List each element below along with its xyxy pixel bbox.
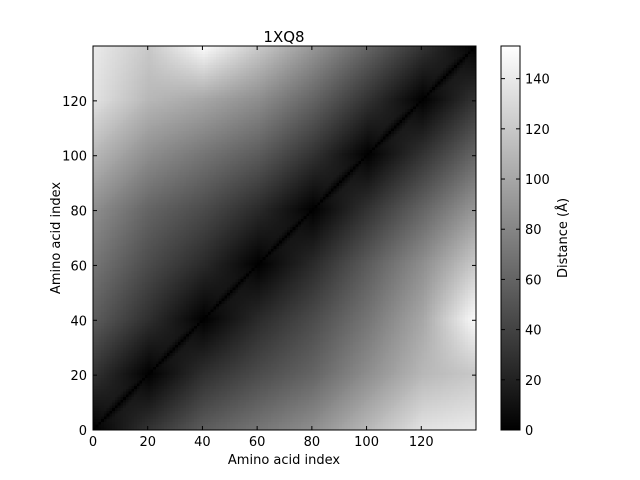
- x-tick-label: 0: [89, 435, 97, 450]
- colorbar-label: Distance (Å): [555, 198, 571, 278]
- y-tick-label: 60: [70, 259, 87, 274]
- y-axis-ticks: 0 20 40 60 80 100 120: [62, 95, 476, 439]
- x-tick-label: 80: [304, 435, 321, 450]
- colorbar-tick-label: 20: [525, 374, 542, 389]
- y-tick-label: 120: [62, 95, 87, 110]
- colorbar-tick-label: 40: [525, 324, 542, 339]
- heatmap-plot-area: [92, 45, 477, 431]
- y-axis-label: Amino acid index: [49, 182, 64, 294]
- colorbar-tick-label: 120: [525, 123, 550, 138]
- colorbar-tick-label: 60: [525, 273, 542, 288]
- colorbar: 0 20 40 60 80 100 120 140 Distance (Å): [500, 45, 571, 439]
- colorbar-tick-label: 0: [525, 424, 533, 439]
- x-tick-label: 100: [354, 435, 379, 450]
- x-tick-label: 120: [409, 435, 434, 450]
- y-tick-label: 40: [70, 314, 87, 329]
- plot-frame: [92, 45, 477, 431]
- heatmap-image: [93, 46, 476, 430]
- colorbar-ticks: 0 20 40 60 80 100 120 140: [501, 73, 550, 439]
- x-axis-label: Amino acid index: [228, 453, 340, 468]
- colorbar-tick-label: 100: [525, 173, 550, 188]
- y-tick-label: 80: [70, 205, 87, 220]
- colorbar-tick-label: 140: [525, 73, 550, 88]
- chart-title: 1XQ8: [263, 28, 304, 46]
- colorbar-tick-label: 80: [525, 223, 542, 238]
- x-tick-label: 20: [139, 435, 156, 450]
- y-tick-label: 20: [70, 369, 87, 384]
- y-tick-label: 100: [62, 150, 87, 165]
- colorbar-gradient: [500, 45, 521, 431]
- x-tick-label: 60: [249, 435, 266, 450]
- x-tick-label: 40: [194, 435, 211, 450]
- x-axis-ticks: 0 20 40 60 80 100 120: [89, 46, 434, 450]
- y-tick-label: 0: [79, 424, 87, 439]
